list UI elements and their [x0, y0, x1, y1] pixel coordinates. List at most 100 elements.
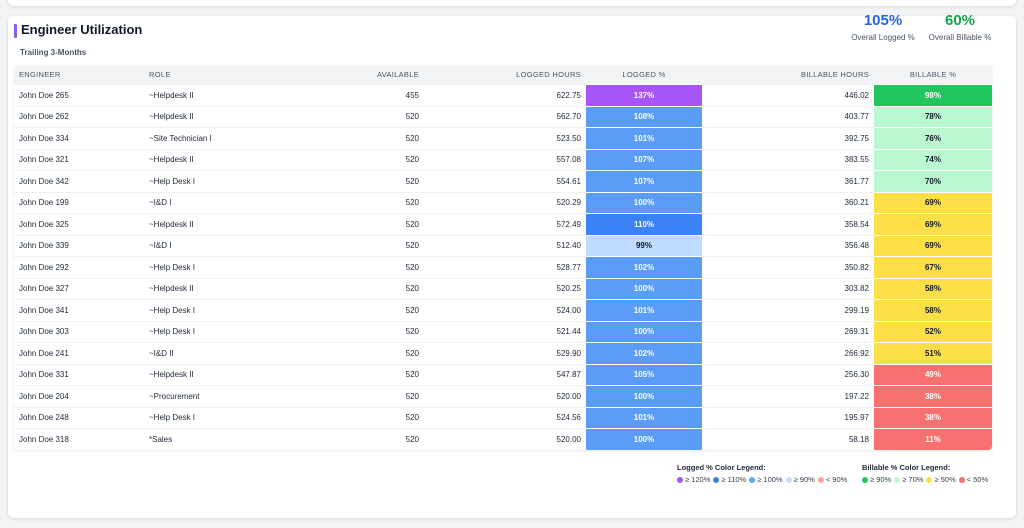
table-row[interactable]: John Doe 331 ~Helpdesk II 520 547.87 105% 256…: [14, 363, 992, 386]
cell-available: 520: [354, 277, 424, 300]
cell-logged-hours: 512.40: [424, 234, 586, 257]
cell-billable-pct: 49%: [874, 363, 992, 386]
cell-engineer: John Doe 321: [14, 148, 144, 171]
table-row[interactable]: John Doe 262 ~Helpdesk II 520 562.70 108% 403…: [14, 105, 992, 128]
kpi-overall-billable-label: Overall Billable %: [928, 33, 992, 42]
logged-color-legend: Logged % Color Legend: ≥ 120% ≥ 110% ≥ 100…: [677, 463, 859, 484]
legend-dot-icon: [958, 476, 965, 483]
cell-engineer: John Doe 241: [14, 342, 144, 364]
cell-available: 520: [354, 320, 424, 343]
billable-legend-items: ≥ 90% ≥ 70% ≥ 50% < 50%: [862, 475, 1012, 484]
cell-logged-hours: 554.61: [424, 170, 586, 192]
table-row[interactable]: John Doe 241 ~I&D II 520 529.90 102% 266.92 51…: [14, 342, 992, 364]
table-row[interactable]: John Doe 303 ~Help Desk I 520 521.44 100% 269…: [14, 320, 992, 343]
cell-engineer: John Doe 262: [14, 105, 144, 128]
column-header-role[interactable]: ROLE: [144, 65, 354, 85]
column-header-billable-pct[interactable]: BILLABLE %: [874, 65, 992, 85]
cell-role: ~I&D II: [144, 342, 354, 364]
legend-item: < 50%: [958, 475, 988, 484]
table-row[interactable]: John Doe 318 *Sales 520 520.00 100% 58.18 11%: [14, 428, 992, 450]
cell-billable-pct: 74%: [874, 148, 992, 171]
legend-item-label: ≥ 100%: [757, 475, 783, 484]
kpi-overall-logged-label: Overall Logged %: [851, 33, 915, 42]
cell-engineer: John Doe 342: [14, 170, 144, 192]
logged-legend-items: ≥ 120% ≥ 110% ≥ 100% ≥ 90% < 90%: [677, 475, 859, 484]
cell-role: ~Help Desk I: [144, 406, 354, 429]
table-row[interactable]: John Doe 199 ~I&D I 520 520.29 100% 360.21 69%: [14, 191, 992, 214]
legend-item-label: ≥ 90%: [793, 475, 815, 484]
cell-billable-hours: 383.55: [702, 148, 874, 171]
legend-item: ≥ 90%: [862, 475, 891, 484]
table-row[interactable]: John Doe 248 ~Help Desk I 520 524.56 101% 195…: [14, 406, 992, 429]
column-header-logged-pct[interactable]: LOGGED %: [586, 65, 702, 85]
cell-available: 455: [354, 84, 424, 106]
column-header-engineer[interactable]: ENGINEER: [14, 65, 144, 85]
column-header-billable-hours[interactable]: BILLABLE HOURS: [702, 65, 874, 85]
cell-role: ~Procurement: [144, 385, 354, 407]
cell-logged-hours: 572.49: [424, 213, 586, 235]
cell-logged-hours: 521.44: [424, 320, 586, 343]
table-row[interactable]: John Doe 341 ~Help Desk I 520 524.00 101% 299…: [14, 299, 992, 321]
cell-role: ~I&D I: [144, 191, 354, 214]
cell-logged-pct: 101%: [586, 406, 702, 429]
cell-billable-hours: 58.18: [702, 428, 874, 450]
table-row[interactable]: John Doe 339 ~I&D I 520 512.40 99% 356.48 69%: [14, 234, 992, 257]
table-row[interactable]: John Doe 292 ~Help Desk I 520 528.77 102% 350…: [14, 256, 992, 278]
table-row[interactable]: John Doe 204 ~Procurement 520 520.00 100% 197…: [14, 385, 992, 407]
legend-dot-icon: [785, 476, 792, 483]
cell-logged-hours: 529.90: [424, 342, 586, 364]
cell-logged-hours: 520.00: [424, 428, 586, 450]
kpi-overall-logged: 105% Overall Logged %: [848, 12, 918, 42]
table-row[interactable]: John Doe 265 ~Helpdesk II 455 622.75 137% 446…: [14, 84, 992, 106]
legend-dot-icon: [749, 476, 756, 483]
cell-role: ~Helpdesk II: [144, 277, 354, 300]
cell-available: 520: [354, 299, 424, 321]
cell-engineer: John Doe 199: [14, 191, 144, 214]
cell-billable-pct: 69%: [874, 191, 992, 214]
legend-dot-icon: [926, 476, 933, 483]
legend-item: ≥ 110%: [713, 475, 746, 484]
cell-billable-hours: 361.77: [702, 170, 874, 192]
cell-available: 520: [354, 213, 424, 235]
cell-engineer: John Doe 292: [14, 256, 144, 278]
legend-dot-icon: [862, 476, 868, 483]
table-row[interactable]: John Doe 327 ~Helpdesk II 520 520.25 100% 303…: [14, 277, 992, 300]
legend-item: ≥ 70%: [894, 475, 923, 484]
table-header-row: ENGINEER ROLE AVAILABLE LOGGED HOURS LOG…: [14, 65, 992, 85]
cell-billable-pct: 70%: [874, 170, 992, 192]
table-row[interactable]: John Doe 321 ~Helpdesk II 520 557.08 107% 383…: [14, 148, 992, 171]
legend-item-label: ≥ 70%: [902, 475, 924, 484]
cell-role: ~Help Desk I: [144, 299, 354, 321]
legend-item: ≥ 90%: [785, 475, 815, 484]
cell-billable-pct: 69%: [874, 213, 992, 235]
cell-billable-hours: 303.82: [702, 277, 874, 300]
column-header-available[interactable]: AVAILABLE: [354, 65, 424, 85]
table-row[interactable]: John Doe 342 ~Help Desk I 520 554.61 107% 361…: [14, 170, 992, 192]
cell-logged-pct: 102%: [586, 342, 702, 364]
title-accent-bar: [14, 24, 17, 38]
cell-logged-pct: 105%: [586, 363, 702, 386]
cell-engineer: John Doe 339: [14, 234, 144, 257]
page-subtitle: Trailing 3-Months: [20, 48, 87, 57]
cell-engineer: John Doe 334: [14, 127, 144, 149]
legend-dot-icon: [677, 476, 683, 483]
utilization-table: ENGINEER ROLE AVAILABLE LOGGED HOURS LOG…: [14, 65, 992, 450]
cell-available: 520: [354, 428, 424, 450]
logged-legend-title: Logged % Color Legend:: [677, 463, 766, 472]
cell-logged-pct: 100%: [586, 191, 702, 214]
table-row[interactable]: John Doe 334 ~Site Technician I 520 523.50 1…: [14, 127, 992, 149]
cell-billable-pct: 51%: [874, 342, 992, 364]
table-row[interactable]: John Doe 325 ~Helpdesk II 520 572.49 110% 358…: [14, 213, 992, 235]
cell-engineer: John Doe 303: [14, 320, 144, 343]
cell-billable-pct: 69%: [874, 234, 992, 257]
column-header-logged-hours[interactable]: LOGGED HOURS: [424, 65, 586, 85]
legend-item: ≥ 100%: [749, 475, 783, 484]
cell-billable-pct: 78%: [874, 105, 992, 128]
cell-billable-hours: 299.19: [702, 299, 874, 321]
cell-billable-hours: 197.22: [702, 385, 874, 407]
cell-logged-hours: 547.87: [424, 363, 586, 386]
utilization-table-container: ENGINEER ROLE AVAILABLE LOGGED HOURS LOG…: [14, 65, 992, 450]
cell-billable-hours: 392.75: [702, 127, 874, 149]
cell-billable-hours: 350.82: [702, 256, 874, 278]
cell-billable-pct: 98%: [874, 84, 992, 106]
